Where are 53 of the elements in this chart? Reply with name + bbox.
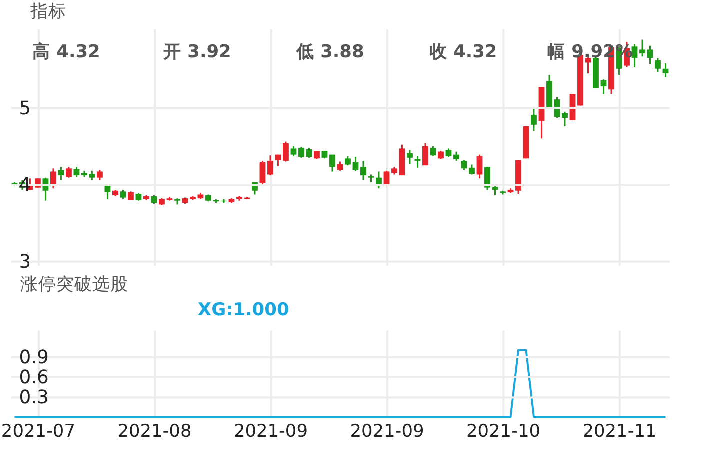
- candlestick: [454, 151, 460, 162]
- candlestick: [260, 160, 266, 186]
- candlestick: [306, 147, 312, 159]
- annotation: 开 3.92: [162, 42, 232, 63]
- candlestick: [655, 57, 661, 73]
- candlestick: [640, 38, 646, 58]
- y-tick-label: 0.6: [19, 367, 49, 388]
- candlestick: [337, 161, 344, 172]
- candlestick: [298, 146, 304, 159]
- text: XG:1.000: [198, 300, 290, 321]
- y-tick-label: 5: [19, 98, 32, 120]
- candlestick: [283, 141, 289, 162]
- candlestick: [120, 189, 126, 200]
- candlestick: [290, 146, 297, 158]
- annotation: 低 3.88: [295, 42, 364, 63]
- x-tick-label: 2021-09: [350, 422, 424, 442]
- y-tick-label: 3: [19, 252, 32, 273]
- y-tick-label: 0.3: [19, 387, 49, 408]
- y-tick-label: 0.9: [19, 347, 49, 368]
- candlestick: [469, 164, 475, 176]
- candlestick: [476, 154, 483, 180]
- x-tick-label: 2021-08: [118, 422, 192, 442]
- x-tick-label: 2021-10: [466, 422, 541, 442]
- x-tick-label: 2021-11: [582, 422, 657, 442]
- candlestick: [492, 186, 498, 196]
- candlestick: [74, 166, 80, 178]
- candlestick: [66, 166, 72, 179]
- candlestick: [268, 154, 274, 176]
- candlestick: [352, 156, 359, 172]
- candlestick: [58, 166, 64, 181]
- candlestick: [422, 142, 428, 166]
- candlestick: [330, 154, 336, 172]
- candlestick: [461, 159, 468, 171]
- chart-title: 指标: [30, 2, 67, 22]
- candlestick: [430, 146, 436, 158]
- candlestick: [632, 44, 638, 68]
- x-tick-label: 2021-07: [1, 422, 76, 442]
- candlestick: [345, 156, 351, 166]
- candlestick: [360, 160, 366, 181]
- candlestick: [414, 156, 421, 169]
- x-tick-label: 2021-09: [234, 422, 308, 442]
- candlestick: [562, 111, 568, 128]
- annotation: 收 4.32: [429, 42, 498, 63]
- chart-title: 涨停突破选股: [20, 274, 129, 295]
- candlestick: [662, 62, 669, 78]
- candlestick: [531, 106, 537, 132]
- candlestick: [600, 78, 607, 95]
- candlestick: [97, 169, 103, 181]
- candlestick: [647, 45, 654, 66]
- annotation: 高 4.32: [32, 42, 100, 63]
- candlestick: [89, 170, 96, 181]
- candlestick: [50, 168, 56, 190]
- candlestick: [407, 149, 413, 165]
